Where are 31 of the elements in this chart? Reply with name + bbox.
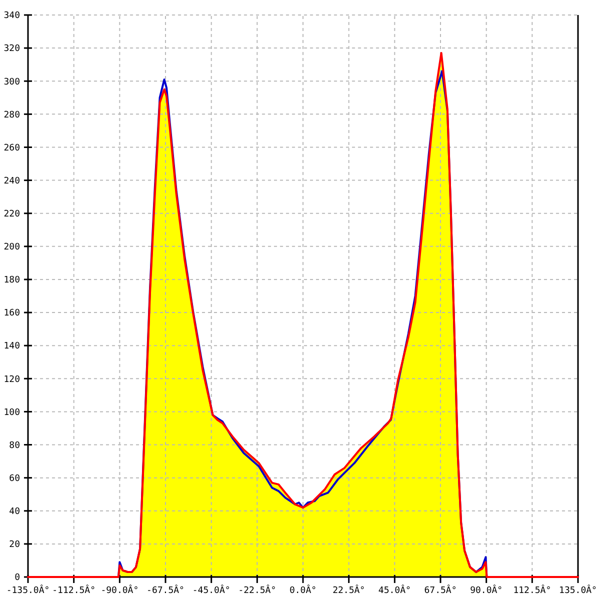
x-tick-label: -45.0Â° (192, 584, 230, 596)
y-tick-label: 280 (4, 110, 20, 120)
y-tick-label: 100 (4, 408, 20, 418)
y-tick-label: 120 (4, 374, 20, 385)
y-tick-label: 20 (9, 540, 20, 550)
y-tick-label: 220 (4, 210, 20, 220)
x-tick-label: 45.0Â° (378, 584, 411, 596)
x-tick-label: 90.0Â° (470, 584, 503, 596)
y-tick-label: 260 (4, 143, 20, 154)
x-tick-label: -112.5Â° (52, 584, 96, 596)
y-tick-label: 180 (4, 276, 20, 286)
y-tick-label: 320 (4, 44, 20, 54)
x-tick-label: 0.0Â° (289, 584, 317, 596)
y-tick-label: 60 (9, 474, 20, 484)
x-tick-label: 22.5Â° (332, 584, 366, 596)
x-tick-label: 67.5Â° (424, 584, 457, 596)
x-tick-label: 135.0Â° (559, 584, 597, 596)
y-tick-label: 340 (4, 11, 20, 22)
x-tick-label: -90.0Â° (100, 584, 139, 596)
x-tick-label: -135.0Â° (6, 584, 50, 596)
y-tick-label: 200 (4, 242, 20, 253)
x-tick-label: -67.5Â° (146, 584, 184, 596)
x-tick-label: -22.5Â° (238, 584, 276, 596)
y-tick-label: 140 (4, 342, 20, 352)
y-tick-label: 40 (9, 507, 20, 518)
x-tick-label: 112.5Â° (513, 584, 552, 596)
y-tick-label: 300 (4, 77, 20, 88)
y-tick-label: 0 (14, 573, 20, 584)
y-tick-label: 160 (4, 308, 20, 319)
y-tick-label: 240 (4, 176, 20, 186)
y-tick-label: 80 (9, 440, 20, 451)
